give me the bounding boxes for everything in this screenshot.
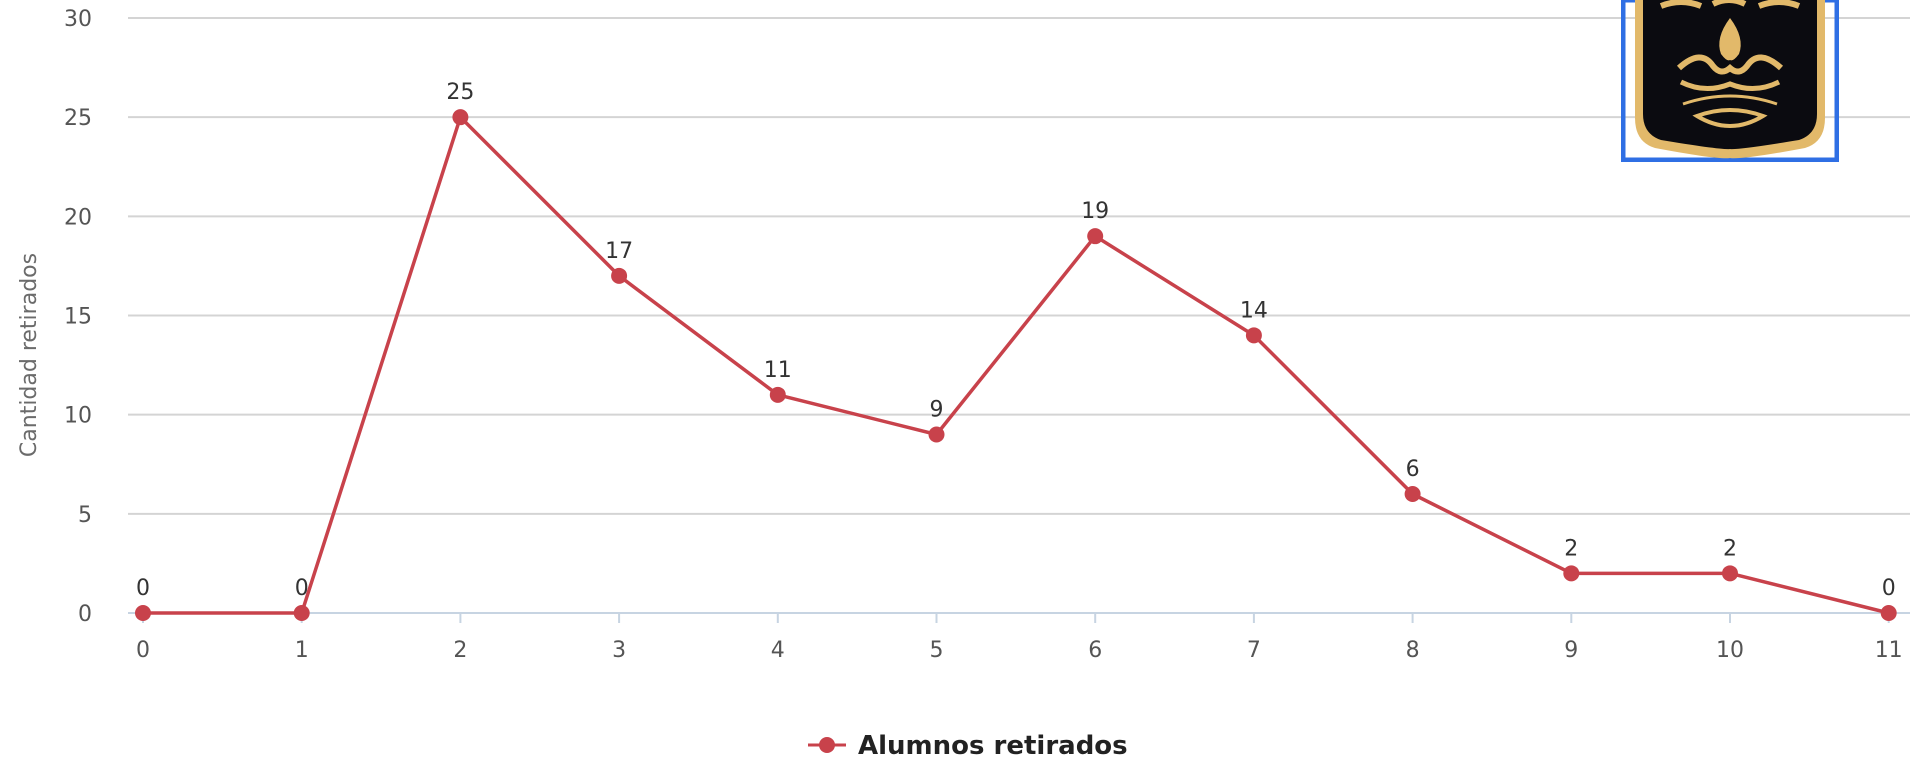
x-tick-label: 9 [1564, 638, 1578, 663]
y-tick-label: 5 [78, 503, 92, 528]
legend-item-label: Alumnos retirados [858, 731, 1128, 759]
data-point [611, 267, 628, 284]
y-tick-label: 10 [64, 404, 92, 429]
y-tick-label: 30 [64, 7, 92, 32]
x-tick-label: 10 [1716, 638, 1744, 663]
data-point [769, 386, 786, 403]
legend-point-marker [819, 737, 835, 753]
data-point [1087, 228, 1104, 245]
series-layer [135, 109, 1897, 621]
x-tick-label: 3 [612, 638, 626, 663]
x-tick-label: 2 [453, 638, 467, 663]
x-tick-label: 4 [771, 638, 785, 663]
data-point [1880, 605, 1897, 621]
x-tick-label: 6 [1088, 638, 1102, 663]
data-point [1722, 565, 1738, 582]
crest-icon [1620, 0, 1840, 163]
data-label: 17 [605, 239, 633, 264]
data-label: 19 [1081, 199, 1109, 224]
data-label: 0 [1882, 576, 1896, 601]
data-label: 14 [1240, 298, 1268, 323]
data-point [135, 605, 151, 621]
y-tick-label: 15 [64, 305, 92, 330]
data-point [928, 426, 945, 443]
data-point [452, 109, 469, 126]
data-label: 9 [930, 398, 944, 423]
y-tick-label: 0 [78, 602, 92, 627]
data-label: 11 [764, 358, 792, 383]
y-tick-label: 25 [64, 106, 92, 131]
x-tick-label: 1 [295, 638, 309, 663]
x-axis [128, 612, 1910, 623]
data-labels: 0 0 25 17 11 9 19 14 6 2 2 0 [136, 80, 1896, 601]
x-axis-tick-labels: 0 1 2 3 4 5 6 7 8 9 10 11 [136, 638, 1903, 663]
data-point [1404, 486, 1421, 502]
y-tick-label: 20 [64, 205, 92, 230]
data-label: 2 [1723, 536, 1737, 561]
data-point [293, 605, 310, 621]
grid-lines [128, 17, 1910, 515]
x-tick-label: 7 [1247, 638, 1261, 663]
data-label: 6 [1406, 457, 1420, 482]
x-tick-label: 5 [930, 638, 944, 663]
data-label: 2 [1564, 536, 1578, 561]
data-label: 0 [136, 576, 150, 601]
x-tick-label: 0 [136, 638, 150, 663]
series-line [143, 115, 1890, 615]
data-label: 25 [446, 80, 474, 105]
y-axis-tick-labels: 0 5 10 15 20 25 30 [64, 7, 92, 627]
legend[interactable]: Alumnos retirados [808, 731, 1128, 759]
school-logo[interactable] [1620, 0, 1840, 163]
data-label: 0 [295, 576, 309, 601]
y-axis-title: Cantidad retirados [17, 253, 42, 457]
data-point [1563, 565, 1580, 582]
x-tick-label: 11 [1875, 638, 1903, 663]
x-tick-label: 8 [1406, 638, 1420, 663]
data-point [1245, 327, 1262, 344]
